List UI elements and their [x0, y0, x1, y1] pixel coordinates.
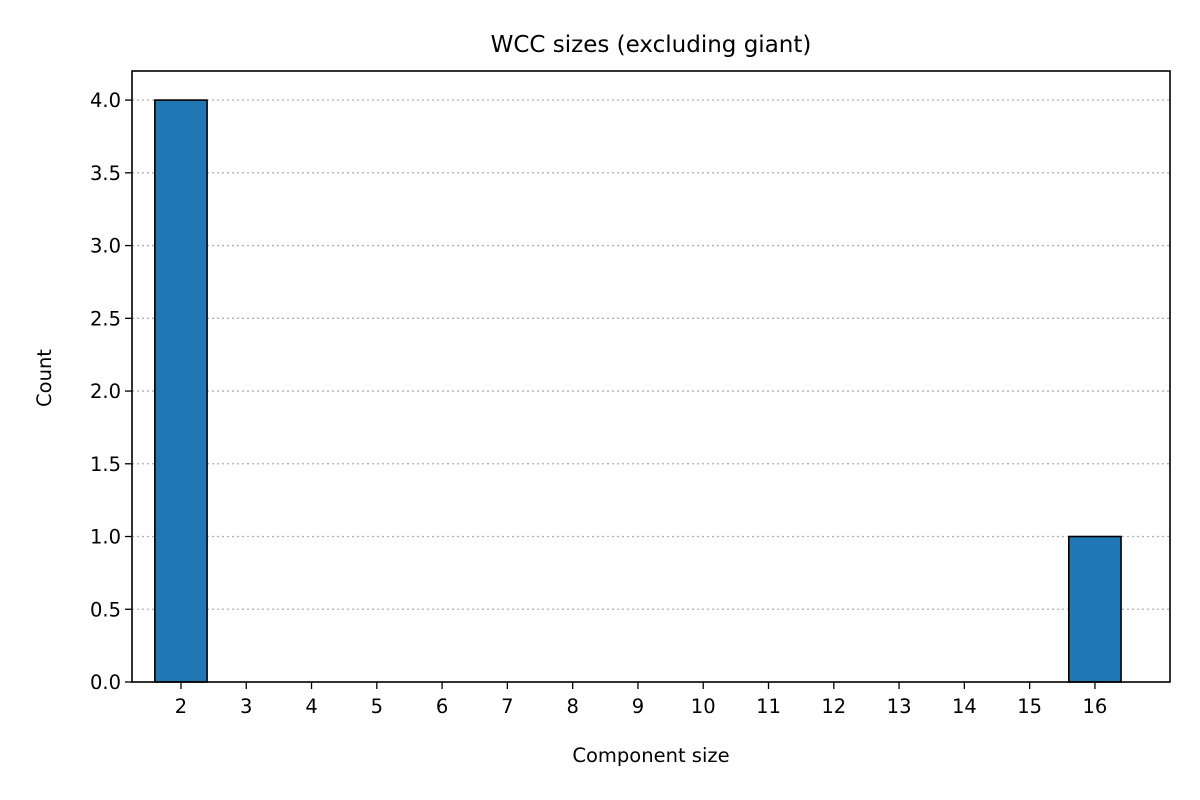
x-tick-label: 7 — [501, 695, 513, 718]
x-tick-label: 9 — [632, 695, 644, 718]
bar — [1068, 535, 1122, 683]
chart-title: WCC sizes (excluding giant) — [491, 32, 812, 58]
bars — [154, 99, 1122, 683]
x-tick-label: 15 — [1017, 695, 1042, 718]
x-tick-label: 11 — [756, 695, 781, 718]
x-tick-label: 14 — [952, 695, 977, 718]
y-tick-label: 4.0 — [90, 89, 121, 112]
x-tick-label: 5 — [371, 695, 383, 718]
x-tick-label: 6 — [436, 695, 448, 718]
x-tick-label: 12 — [821, 695, 846, 718]
x-tick-label: 13 — [887, 695, 912, 718]
bar — [154, 99, 208, 683]
plot-frame — [131, 70, 1171, 683]
y-tick-label: 1.5 — [90, 453, 121, 476]
y-tick-label: 3.5 — [90, 162, 121, 185]
y-tick-label: 0.0 — [90, 671, 121, 694]
x-tick-label: 3 — [240, 695, 252, 718]
y-tick-label: 1.0 — [90, 526, 121, 549]
grid — [132, 99, 1170, 683]
y-axis-label: Count — [33, 349, 56, 407]
x-tick-label: 10 — [691, 695, 716, 718]
x-axis: 2 3 4 5 6 7 8 9 10 11 12 13 14 15 16 — [175, 682, 1108, 718]
y-tick-label: 2.0 — [90, 380, 121, 403]
x-tick-label: 4 — [305, 695, 317, 718]
x-tick-label: 16 — [1083, 695, 1108, 718]
y-tick-label: 0.5 — [90, 598, 121, 621]
x-tick-label: 8 — [566, 695, 578, 718]
x-tick-label: 2 — [175, 695, 187, 718]
y-axis: 0.0 0.5 1.0 1.5 2.0 2.5 3.0 3.5 4.0 — [90, 89, 132, 694]
x-axis-label: Component size — [572, 744, 729, 767]
y-tick-label: 2.5 — [90, 307, 121, 330]
y-tick-label: 3.0 — [90, 235, 121, 258]
